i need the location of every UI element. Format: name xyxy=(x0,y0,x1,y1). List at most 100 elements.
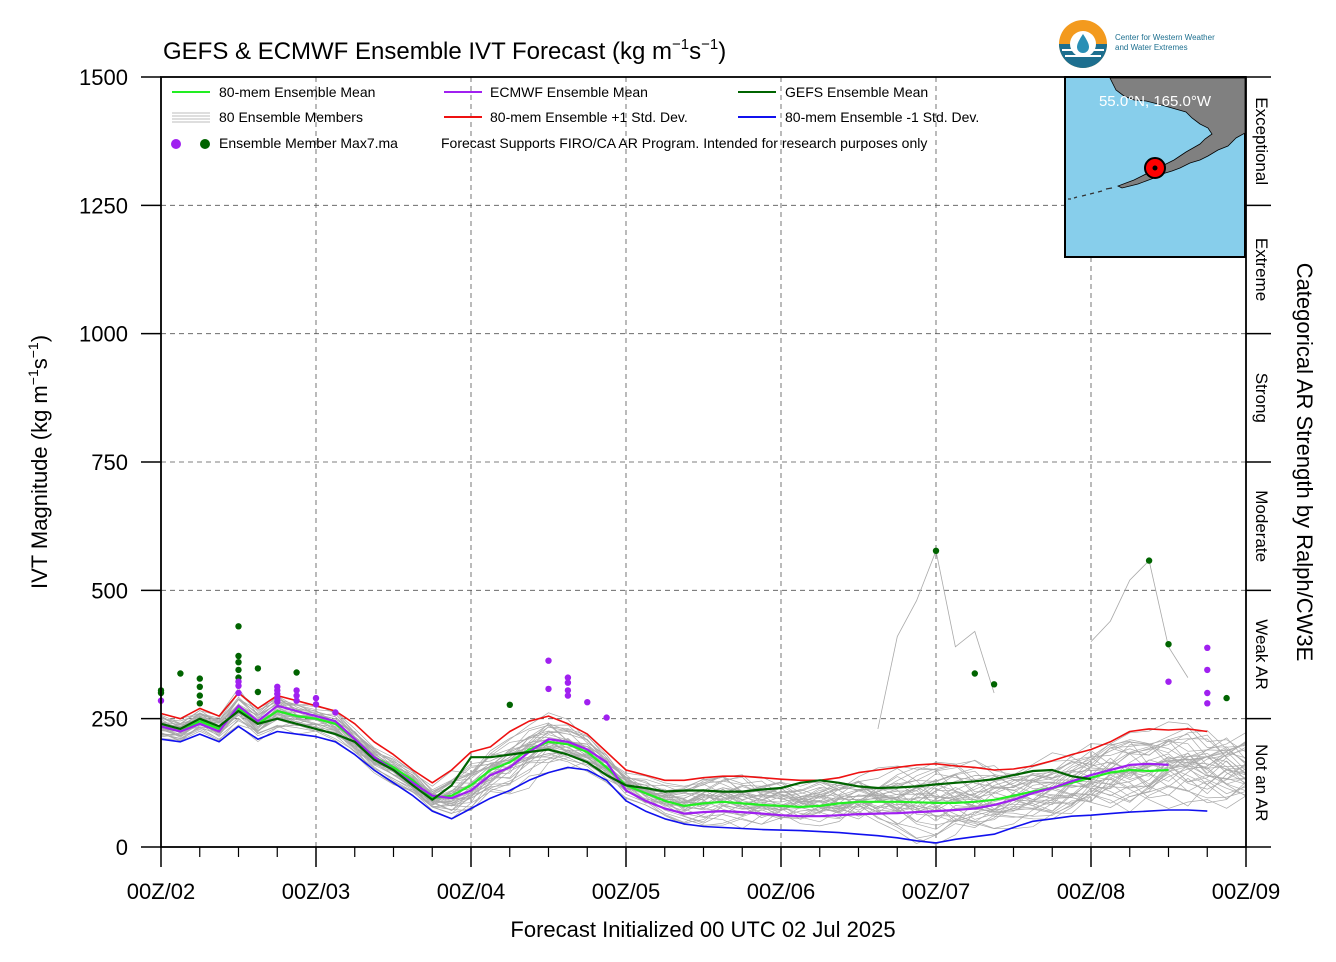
legend-label-plus-std: 80-mem Ensemble +1 Std. Dev. xyxy=(490,109,688,125)
ensemble-member-line xyxy=(160,704,1247,822)
map-islands xyxy=(1068,187,1113,200)
x-tick-label: 00Z/08 xyxy=(1057,879,1126,904)
category-label: Weak AR xyxy=(1252,619,1271,690)
logo-text-line1: Center for Western Weather xyxy=(1115,33,1215,42)
x-tick-label: 00Z/06 xyxy=(747,879,816,904)
series-line xyxy=(160,725,1208,844)
ensemble-member-line xyxy=(160,706,1247,815)
y-tick-label: 1000 xyxy=(79,322,128,347)
max-point xyxy=(564,674,572,681)
legend-label-max: Ensemble Member Max7.ma xyxy=(219,135,398,151)
max-point xyxy=(545,657,552,664)
y-axis-label: IVT Magnitude (kg m−1s−1) xyxy=(25,335,52,589)
x-tick-label: 00Z/03 xyxy=(282,879,351,904)
max-point xyxy=(1145,557,1153,564)
max-point xyxy=(312,694,320,702)
max-point xyxy=(293,687,300,694)
max-point xyxy=(293,697,300,704)
max-point xyxy=(235,652,242,660)
max-points xyxy=(157,547,1230,721)
max-point xyxy=(545,685,552,693)
max-point xyxy=(1165,678,1172,685)
x-tick-label: 00Z/04 xyxy=(437,879,506,904)
map-coords: 55.0°N, 165.0°W xyxy=(1099,93,1212,110)
ensemble-members xyxy=(160,549,1247,845)
max-point xyxy=(932,547,940,554)
ensemble-member-line xyxy=(160,706,1247,845)
legend-label-minus-std: 80-mem Ensemble -1 Std. Dev. xyxy=(785,109,979,125)
y-tick-label: 0 xyxy=(116,835,128,860)
legend-dot-ecmwf-max xyxy=(171,139,181,149)
max-point xyxy=(312,701,320,708)
droplet-icon xyxy=(1077,34,1089,53)
x-tick-label: 00Z/07 xyxy=(902,879,971,904)
legend-label-gefs-mean: GEFS Ensemble Mean xyxy=(785,84,928,100)
x-tick-label: 00Z/02 xyxy=(127,879,196,904)
max-point xyxy=(254,688,262,696)
max-point xyxy=(1223,694,1230,702)
max-point xyxy=(990,681,998,688)
category-label: Extreme xyxy=(1252,238,1271,301)
ensemble-member-line xyxy=(160,706,1247,803)
series-lines xyxy=(160,692,1208,844)
ensemble-member-line xyxy=(160,701,1247,812)
max-point xyxy=(603,714,610,721)
legend: 80-mem Ensemble Mean ECMWF Ensemble Mean… xyxy=(171,84,979,151)
max-point xyxy=(1204,689,1211,697)
category-label: Strong xyxy=(1252,373,1271,423)
max-point xyxy=(196,683,203,690)
ensemble-member-line xyxy=(160,691,1247,827)
category-label: Exceptional xyxy=(1252,97,1271,185)
category-label: Not an AR xyxy=(1252,744,1271,822)
y-tick-label: 1500 xyxy=(79,65,128,90)
legend-label-ecmwf-mean: ECMWF Ensemble Mean xyxy=(490,84,648,100)
legend-label-ensemble-mean: 80-mem Ensemble Mean xyxy=(219,84,375,100)
max-point xyxy=(235,666,242,674)
ensemble-member-line xyxy=(1090,559,1189,678)
ensemble-member-line xyxy=(160,709,1247,819)
series-line xyxy=(160,709,1092,801)
max-point xyxy=(196,700,203,707)
y-tick-label: 1250 xyxy=(79,193,128,218)
y-tick-label: 500 xyxy=(91,578,128,603)
max-point xyxy=(274,698,281,705)
max-point xyxy=(254,665,262,672)
ensemble-member-line xyxy=(160,712,1247,817)
x-tick-label: 00Z/09 xyxy=(1212,879,1281,904)
category-label: Moderate xyxy=(1252,490,1271,562)
max-point xyxy=(235,623,242,630)
max-point xyxy=(235,659,242,666)
axes: 0 250 500 750 1000 1250 1500 00Z/02 00Z/03 00Z/04… xyxy=(79,65,1280,904)
max-point xyxy=(1204,644,1211,651)
x-tick-label: 00Z/05 xyxy=(592,879,661,904)
y-tick-label: 750 xyxy=(91,450,128,475)
x-axis-label: Forecast Initialized 00 UTC 02 Jul 2025 xyxy=(510,917,895,942)
legend-swatch-members xyxy=(172,112,210,123)
max-point xyxy=(196,692,203,699)
legend-dot-gefs-max xyxy=(200,139,210,149)
max-point xyxy=(1165,641,1172,648)
max-point xyxy=(177,670,184,677)
max-point xyxy=(235,682,242,689)
y-tick-label: 250 xyxy=(91,707,128,732)
max-point xyxy=(293,669,300,676)
max-point xyxy=(1204,700,1211,707)
map-inset: 55.0°N, 165.0°W xyxy=(1064,76,1246,258)
max-point xyxy=(1204,666,1211,674)
max-point xyxy=(564,679,572,686)
max-point xyxy=(584,699,591,706)
max-point xyxy=(564,692,572,699)
max-point xyxy=(564,687,572,694)
logo-text-line2: and Water Extremes xyxy=(1115,43,1188,52)
max-point xyxy=(971,670,978,677)
ensemble-member-line xyxy=(160,709,1247,823)
max-point xyxy=(506,701,513,708)
max-point xyxy=(332,709,339,716)
max-point xyxy=(293,692,300,699)
right-axis-label: Categorical AR Strength by Ralph/CW3E xyxy=(1292,263,1317,662)
series-line xyxy=(160,707,1169,809)
location-marker-center xyxy=(1152,165,1158,171)
max-point xyxy=(196,675,203,682)
series-line xyxy=(160,704,1169,818)
